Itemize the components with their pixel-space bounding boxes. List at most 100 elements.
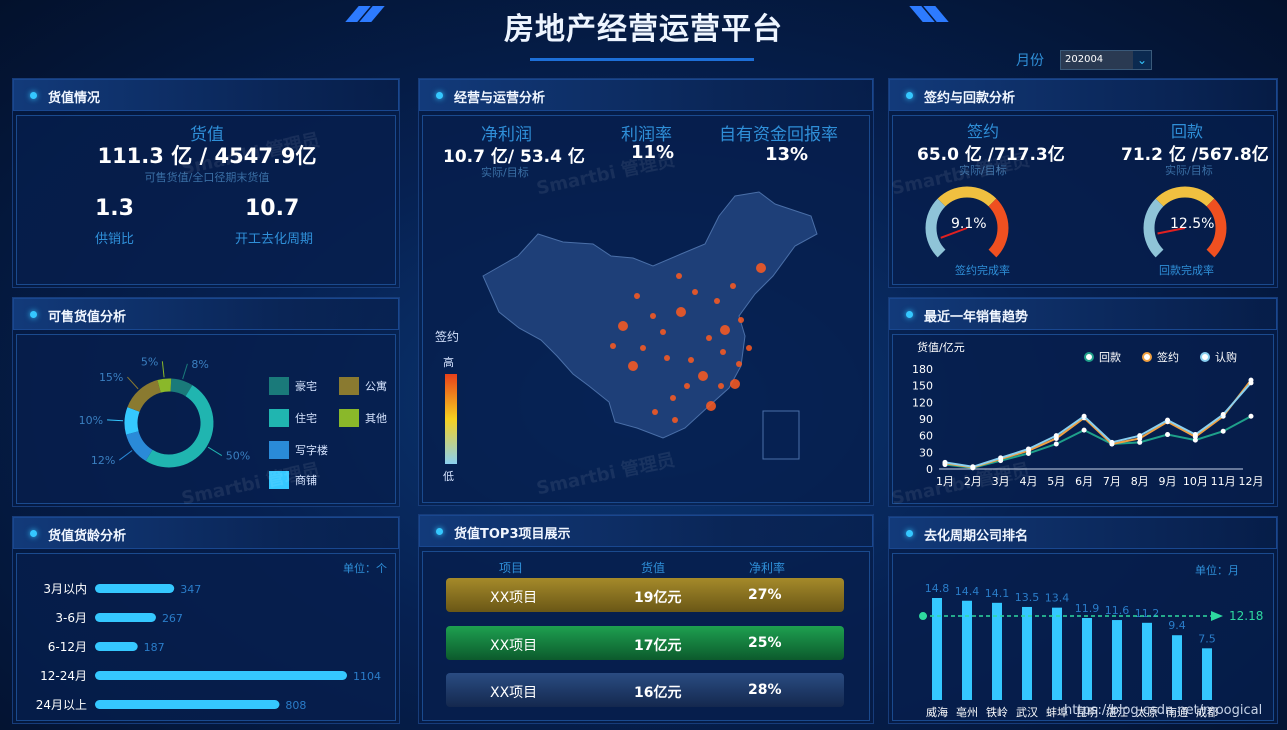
- pay-rate-value: 12.5%: [1170, 216, 1215, 232]
- top3-row[interactable]: XX项目 17亿元 25%: [446, 626, 844, 660]
- map-point: [706, 335, 712, 341]
- bar-value-label: 14.4: [955, 585, 980, 598]
- gauge-arc: [925, 198, 946, 258]
- bar-value-label: 14.1: [985, 587, 1010, 600]
- series-line: [944, 415, 1252, 469]
- series-point: [1248, 380, 1254, 386]
- x-tick-label: 3月: [992, 475, 1010, 488]
- roe-label: 自有资金回报率: [719, 125, 838, 145]
- bar-category-label: 12-24月: [40, 669, 87, 683]
- x-tick-label: 1月: [936, 475, 954, 488]
- map-point: [738, 317, 744, 323]
- unit-label: 单位：月: [1195, 563, 1239, 577]
- bar: [95, 700, 280, 709]
- y-tick-label: 60: [919, 430, 933, 443]
- bar: [1202, 648, 1212, 700]
- panel-jingying: 经营与运营分析 净利润 10.7 亿/ 53.4 亿 实际/目标 利润率 11%…: [418, 78, 874, 506]
- series-point: [1220, 412, 1226, 418]
- bar-category-label: 南通: [1166, 706, 1188, 719]
- map-legend-low: 低: [443, 470, 454, 483]
- panel-title: 可售货值分析: [48, 310, 127, 325]
- x-tick-label: 2月: [964, 475, 982, 488]
- panel-body: 单位：个 3月以内 347 3-6月 267 6-12月 187 12-24月 1104 24月以…: [16, 553, 396, 721]
- panel-header: 货值情况: [13, 79, 399, 111]
- donut-slice: [170, 378, 193, 397]
- map-point: [688, 357, 694, 363]
- map-point: [730, 283, 736, 289]
- series-point: [1137, 439, 1143, 445]
- bullet-icon: [906, 311, 913, 318]
- top3-row-rate: 25%: [748, 635, 782, 651]
- top3-row-name: XX项目: [490, 638, 538, 654]
- panel-kesho: 可售货值分析 8% 50% 12% 10% 15% 5% 豪宅 公寓 住宅 其他 写字楼 商铺: [12, 297, 400, 507]
- pay-label: 回款: [1171, 122, 1204, 141]
- legend-label: 公寓: [365, 379, 387, 393]
- map-point: [676, 273, 682, 279]
- map-point: [692, 289, 698, 295]
- profit-rate-label: 利润率: [621, 125, 672, 145]
- top3-row[interactable]: XX项目 16亿元 28%: [446, 673, 844, 707]
- y-axis-title: 货值/亿元: [917, 340, 965, 354]
- x-tick-label: 9月: [1159, 475, 1177, 488]
- panel-header: 可售货值分析: [13, 298, 399, 330]
- donut-slice-label: 8%: [191, 358, 208, 371]
- map-point: [634, 293, 640, 299]
- bar-value-label: 11.2: [1135, 607, 1160, 620]
- south-sea-inset: [762, 410, 800, 460]
- huozhi-sub: 可售货值/全口径期末货值: [144, 171, 270, 184]
- gauge-needle: [940, 227, 968, 239]
- month-select[interactable]: 202004 ⌄: [1060, 50, 1152, 70]
- series-point: [942, 459, 948, 465]
- chevron-down-icon[interactable]: ⌄: [1133, 51, 1151, 69]
- gauge-arc: [1143, 198, 1164, 258]
- map-point: [640, 345, 646, 351]
- map-point: [670, 395, 676, 401]
- legend-swatch: [269, 409, 289, 427]
- top3-row[interactable]: XX项目 19亿元 27%: [446, 578, 844, 612]
- panel-header: 去化周期公司排名: [889, 517, 1277, 549]
- series-point: [1025, 446, 1031, 452]
- legend-label: 签约: [1157, 350, 1179, 364]
- series-point: [998, 455, 1004, 461]
- bullet-icon: [436, 528, 443, 535]
- bar: [95, 671, 347, 680]
- pay-value: 71.2 亿 /567.8亿: [1121, 145, 1269, 165]
- x-tick-label: 8月: [1131, 475, 1149, 488]
- map-point: [736, 361, 742, 367]
- legend-label: 写字楼: [295, 443, 328, 457]
- panel-huozhi: 货值情况 货值 111.3 亿 / 4547.9亿 可售货值/全口径期末货值 1…: [12, 78, 400, 288]
- bullet-icon: [30, 530, 37, 537]
- top3-row-name: XX项目: [490, 590, 538, 606]
- sign-value: 65.0 亿 /717.3亿: [917, 145, 1065, 165]
- bar: [932, 598, 942, 700]
- map-point: [730, 379, 740, 389]
- panel-title: 签约与回款分析: [924, 91, 1016, 106]
- bar-value-label: 11.9: [1075, 602, 1100, 615]
- bar-category-label: 湛江: [1106, 706, 1128, 719]
- map-point: [618, 321, 628, 331]
- series-point: [970, 464, 976, 470]
- bar-category-label: 亳州: [956, 705, 978, 719]
- sign-rate-value: 9.1%: [951, 216, 987, 232]
- legend-label: 豪宅: [295, 379, 317, 393]
- series-point: [1081, 413, 1087, 419]
- donut-slice-label: 10%: [79, 414, 103, 427]
- x-tick-label: 7月: [1103, 475, 1121, 488]
- net-profit-label: 净利润: [481, 125, 532, 145]
- bar-value-label: 1104: [353, 670, 381, 683]
- y-tick-label: 180: [912, 363, 933, 376]
- legend-label: 住宅: [295, 411, 317, 425]
- cycle-value: 10.7: [245, 196, 300, 221]
- bar-value-label: 347: [180, 583, 201, 596]
- legend-marker: [1200, 352, 1210, 362]
- legend-label: 其他: [365, 412, 387, 425]
- bar-category-label: 6-12月: [48, 640, 87, 654]
- bar-value-label: 11.6: [1105, 604, 1130, 617]
- top3-header-rate: 净利率: [749, 561, 786, 575]
- bullet-icon: [436, 92, 443, 99]
- bullet-icon: [30, 311, 37, 318]
- bar-value-label: 267: [162, 612, 183, 625]
- bar-category-label: 威海: [926, 705, 948, 719]
- series-point: [1109, 439, 1115, 445]
